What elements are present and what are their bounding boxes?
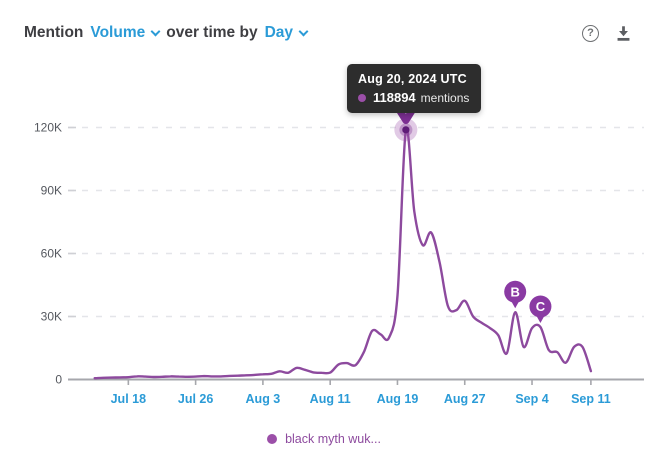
x-axis-label[interactable]: Jul 26 (178, 392, 213, 406)
x-axis-label[interactable]: Sep 4 (515, 392, 548, 406)
metric-dropdown-label: Volume (90, 24, 146, 41)
series-dot-icon (358, 93, 366, 102)
question-mark-icon: ? (582, 24, 599, 42)
tooltip-unit: mentions (420, 90, 470, 105)
series-line[interactable] (93, 126, 593, 380)
tooltip-value: 118894 (373, 90, 416, 105)
legend-item[interactable]: black myth wuk... (0, 432, 648, 446)
download-button[interactable] (615, 25, 632, 42)
title-connector: over time by (166, 24, 258, 41)
interval-dropdown[interactable]: Day (264, 24, 309, 42)
x-axis-label[interactable]: Aug 3 (246, 392, 281, 406)
tooltip-date: Aug 20, 2024 UTC (358, 72, 467, 86)
y-axis-label: 30K (41, 310, 62, 324)
annotation-bubble (529, 295, 552, 318)
y-axis-label: 0 (55, 373, 62, 387)
y-axis-label: 120K (34, 121, 62, 135)
tooltip-value-row: 118894 mentions (358, 90, 469, 105)
widget-header: Mention Volume over time by Day ? (0, 0, 648, 56)
annotation-marker-C[interactable]: C (529, 295, 552, 324)
legend-dot-icon (267, 434, 278, 444)
y-axis-label: 90K (41, 184, 62, 198)
metric-dropdown[interactable]: Volume (90, 24, 161, 42)
x-axis-label[interactable]: Aug 19 (377, 392, 419, 406)
widget-title: Mention Volume over time by Day (24, 24, 309, 42)
y-axis-label: 60K (41, 247, 62, 261)
annotation-letter: C (536, 299, 546, 314)
interval-dropdown-label: Day (264, 24, 293, 41)
x-axis-label[interactable]: Jul 18 (111, 392, 146, 406)
download-icon (617, 25, 630, 41)
x-axis-label[interactable]: Aug 27 (444, 392, 486, 406)
annotation-bubble (504, 280, 527, 303)
x-axis-label[interactable]: Aug 11 (310, 392, 351, 406)
tooltip: Aug 20, 2024 UTC 118894 mentions (347, 64, 482, 113)
legend-label: black myth wuk... (285, 432, 381, 446)
header-icons: ? (582, 24, 632, 42)
help-button[interactable]: ? (582, 24, 599, 42)
title-prefix: Mention (24, 24, 84, 41)
x-axis-label[interactable]: Sep 11 (571, 392, 611, 406)
highlight-point[interactable] (402, 126, 410, 134)
annotation-marker-B[interactable]: B (504, 280, 527, 309)
annotation-letter: B (511, 284, 520, 299)
